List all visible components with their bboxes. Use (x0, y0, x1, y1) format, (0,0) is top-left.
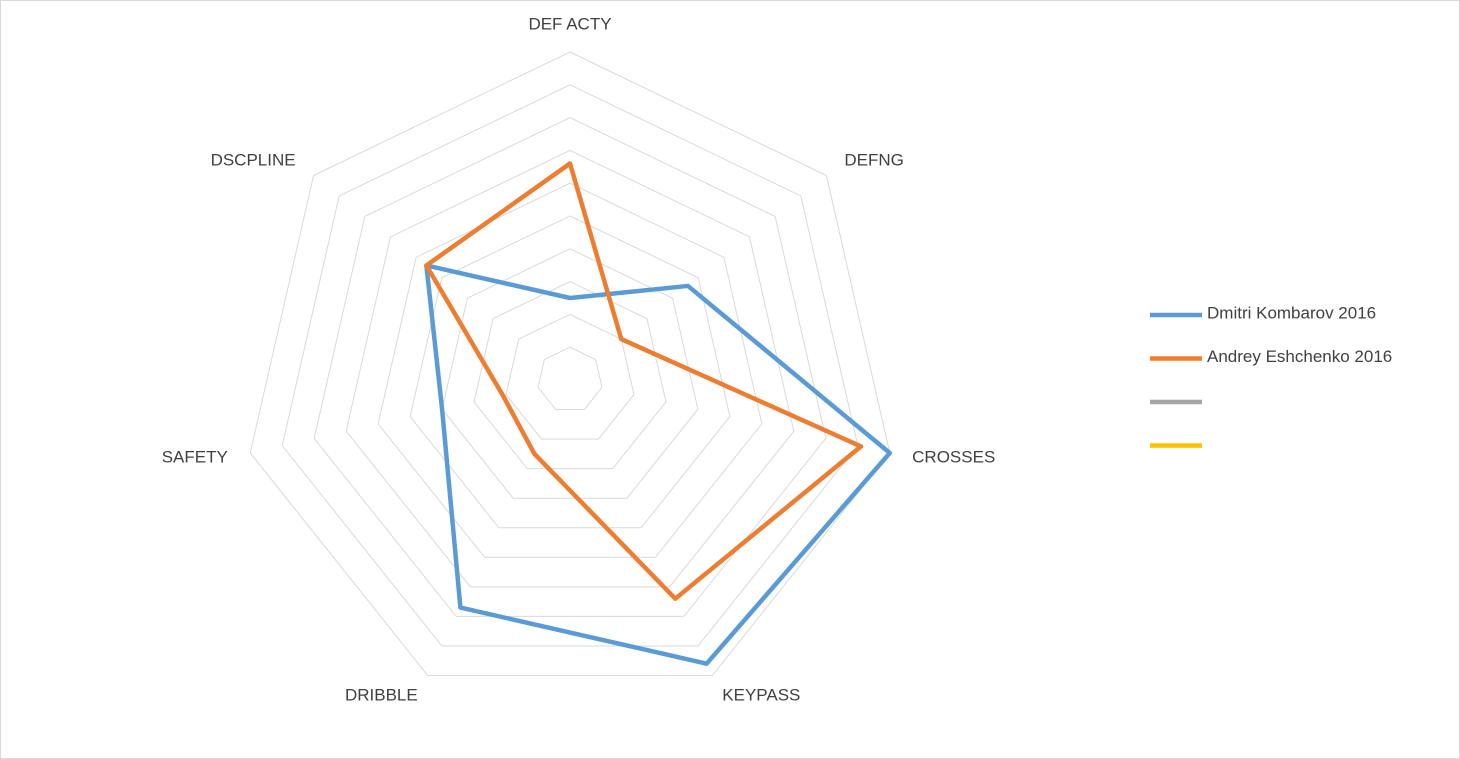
grid-ring (313, 117, 827, 617)
series-line (424, 161, 864, 601)
grid-ring (377, 182, 763, 558)
axis-label: DEF ACTY (528, 15, 611, 34)
axis-label: CROSSES (912, 448, 995, 467)
grid-ring (441, 248, 699, 499)
series-line (424, 263, 893, 666)
grid-ring (537, 346, 603, 411)
axis-label: SAFETY (162, 448, 228, 467)
grid-ring (249, 51, 891, 677)
axis-label: DEFNG (844, 151, 904, 170)
grid-ring (345, 149, 795, 588)
legend-label: Dmitri Kombarov 2016 (1207, 303, 1376, 322)
grid-ring (473, 281, 667, 470)
axis-label: DRIBBLE (345, 686, 418, 705)
legend-label: Andrey Eshchenko 2016 (1207, 347, 1392, 366)
axis-label: KEYPASS (722, 686, 800, 705)
axis-label: DSCPLINE (211, 151, 296, 170)
grid-ring (505, 313, 635, 440)
grid-ring (281, 84, 859, 647)
